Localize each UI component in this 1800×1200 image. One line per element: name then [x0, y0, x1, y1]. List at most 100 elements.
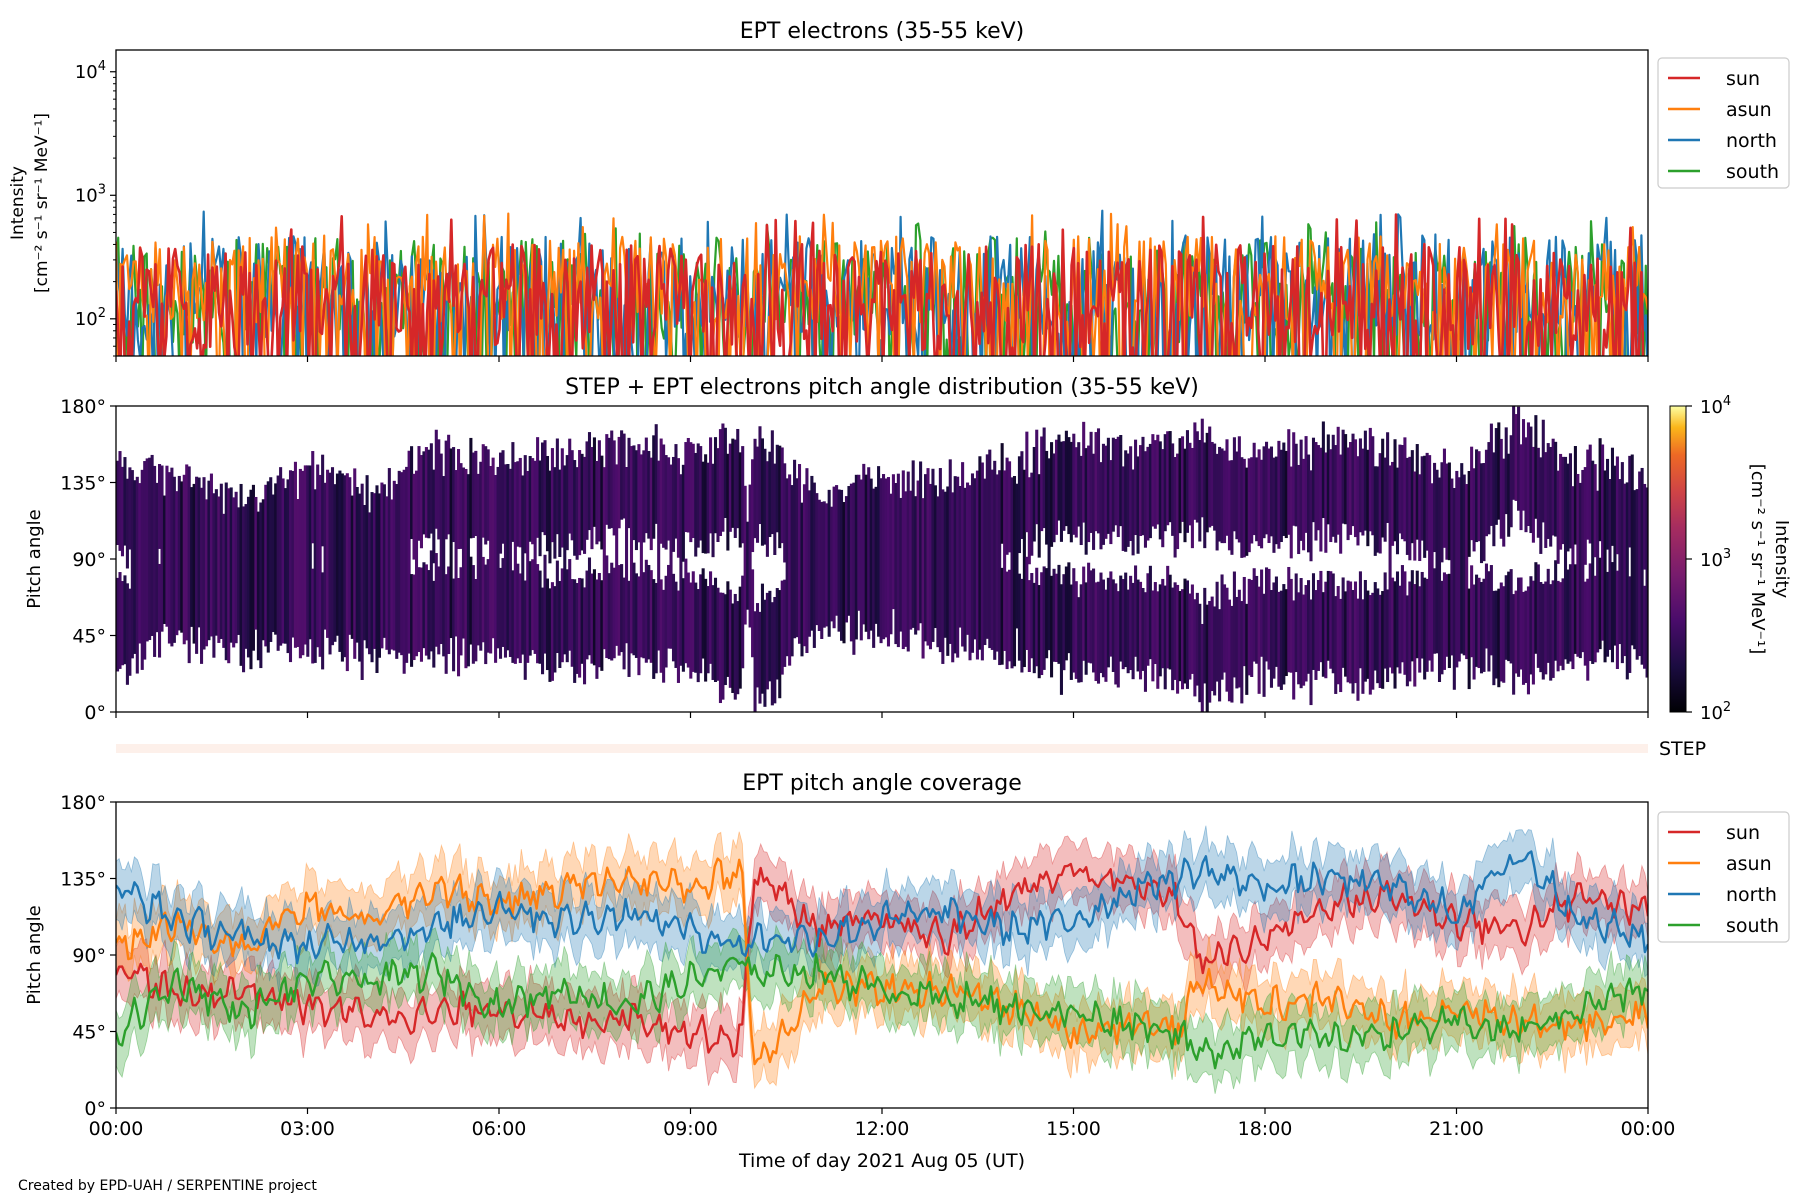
pad-cell: [763, 599, 767, 707]
pad-cell: [825, 503, 829, 627]
pad-cell: [760, 438, 764, 546]
pad-cell: [1353, 439, 1358, 538]
pad-cell: [1000, 443, 1004, 544]
pad-cell: [1040, 572, 1044, 676]
pad-cell: [1489, 565, 1493, 656]
panel3-ytick-label: 90°: [72, 945, 106, 967]
pad-cell: [1351, 590, 1355, 694]
pad-cell: [1460, 463, 1464, 654]
pad-cell: [328, 472, 332, 655]
pad-cell: [963, 487, 967, 652]
pad-cell: [377, 493, 381, 658]
pad-cell: [1346, 447, 1350, 541]
pad-cell: [721, 423, 725, 532]
pad-cell: [583, 456, 587, 554]
pad-cell: [1067, 562, 1071, 654]
pad-cell: [634, 573, 638, 658]
pad-cell: [1176, 584, 1180, 694]
pad-cell: [1477, 577, 1481, 669]
pad-cell: [644, 559, 648, 663]
pad-cell: [1349, 442, 1353, 535]
pad-cell: [311, 451, 315, 544]
pad-cell: [1336, 586, 1340, 685]
pad-cell: [575, 583, 579, 674]
pad-cell: [1440, 580, 1444, 675]
pad-cell: [733, 439, 737, 538]
pad-cell: [837, 489, 841, 632]
pad-cell: [1561, 578, 1565, 671]
pad-cell: [481, 444, 485, 538]
pad-cell: [1339, 598, 1343, 693]
pad-cell: [1487, 571, 1491, 672]
pad-cell: [187, 466, 191, 664]
pad-cell: [516, 563, 520, 659]
pad-cell: [1638, 471, 1642, 657]
pad-cell: [1153, 582, 1157, 665]
pad-cell: [1121, 466, 1125, 551]
pad-cell: [1215, 453, 1219, 551]
pad-cell: [1257, 449, 1261, 547]
pad-cell: [780, 580, 784, 675]
pad-cell: [1035, 567, 1039, 667]
pad-cell: [368, 512, 372, 655]
pad-cell: [1336, 426, 1340, 535]
pad-cell: [1391, 577, 1395, 674]
pad-cell: [553, 467, 557, 559]
pad-cell: [499, 567, 503, 659]
pad-cell: [387, 468, 391, 655]
pad-cell: [681, 578, 685, 672]
pad-cell: [1442, 448, 1446, 548]
pad-cell: [256, 511, 260, 661]
pad-cell: [1341, 577, 1345, 668]
pad-cell: [578, 577, 582, 678]
pad-cell: [1442, 572, 1446, 670]
pad-cell: [649, 457, 653, 551]
pad-cell: [536, 564, 540, 664]
pad-cell: [1536, 447, 1540, 538]
pad-cell: [1475, 449, 1479, 543]
pad-cell: [419, 455, 423, 549]
pad-cell: [1232, 571, 1236, 678]
pad-cell: [1183, 448, 1187, 543]
pad-cell: [1064, 566, 1068, 661]
pad-cell: [284, 488, 288, 644]
pad-cell: [652, 435, 656, 539]
pad-cell: [842, 502, 846, 644]
pad-cell: [1519, 577, 1523, 670]
pad-cell: [1010, 477, 1014, 669]
pad-cell: [783, 463, 787, 563]
pad-cell: [1260, 459, 1264, 549]
pad-cell: [1467, 470, 1471, 557]
pad-cell: [555, 438, 559, 535]
pad-cell: [780, 447, 784, 544]
pad-cell: [1447, 573, 1451, 669]
panel2-heatmap: [116, 406, 1648, 712]
pad-cell: [1054, 439, 1059, 535]
pad-cell: [1423, 455, 1427, 558]
pad-cell: [1521, 419, 1526, 511]
panel3-legend: sun asun north south: [1657, 811, 1790, 943]
pad-cell: [637, 576, 641, 676]
pad-cell: [627, 580, 631, 677]
pad-cell: [1578, 482, 1582, 659]
pad-cell: [573, 460, 577, 556]
pad-cell: [654, 582, 658, 674]
pad-cell: [844, 496, 849, 623]
pad-cell: [437, 566, 441, 655]
pad-cell: [1405, 595, 1409, 687]
pad-cell: [1163, 434, 1167, 532]
pad-cell: [820, 501, 824, 639]
pad-cell: [706, 586, 710, 674]
pad-cell: [1556, 470, 1560, 564]
pad-cell: [1136, 456, 1140, 554]
pad-cell: [222, 513, 226, 648]
pad-cell: [407, 450, 411, 654]
pad-cell: [330, 467, 335, 646]
pad-cell: [427, 449, 431, 539]
pad-cell: [1005, 571, 1009, 670]
pad-cell: [1353, 581, 1358, 684]
series-sun-line: [116, 213, 1645, 356]
pad-cell: [975, 470, 979, 660]
pad-cell: [538, 460, 542, 557]
pad-cell: [1116, 591, 1120, 688]
